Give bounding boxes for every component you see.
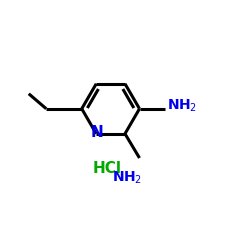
Text: NH$_2$: NH$_2$ (167, 97, 197, 114)
Text: N: N (91, 125, 104, 140)
Text: HCl: HCl (93, 161, 122, 176)
Text: NH$_2$: NH$_2$ (112, 170, 142, 186)
